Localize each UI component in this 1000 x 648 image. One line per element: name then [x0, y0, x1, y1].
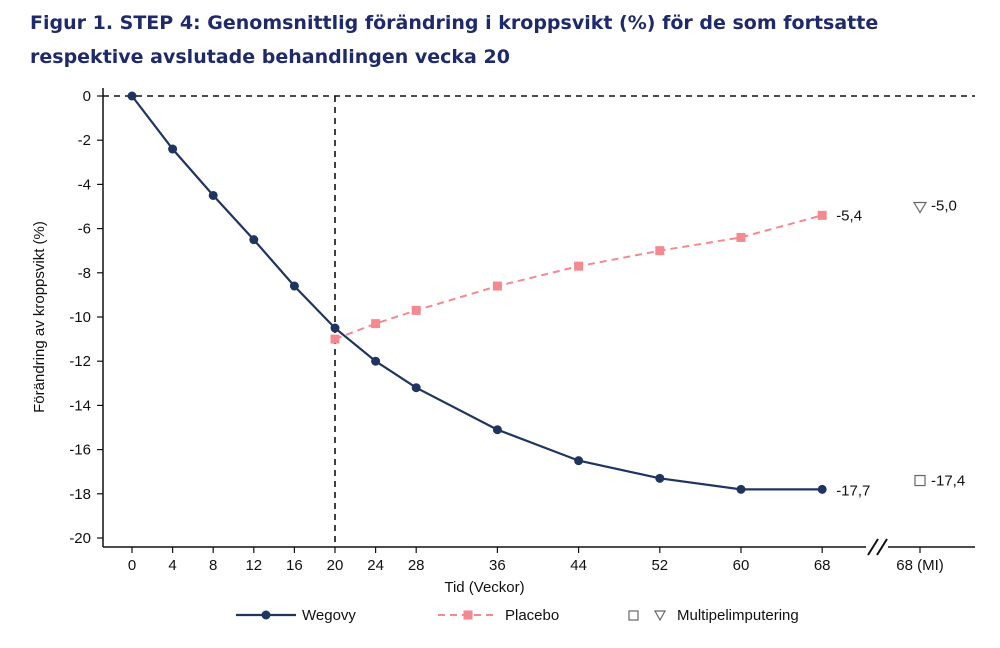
x-tick-label: 60: [733, 557, 750, 574]
wegovy-point: [168, 144, 178, 154]
x-tick-label: 36: [489, 557, 506, 574]
x-tick-label: 8: [209, 557, 217, 574]
wegovy-point: [249, 235, 259, 245]
legend-wegovy-label: Wegovy: [302, 607, 356, 624]
reference-lines: [103, 95, 975, 547]
wegovy-point: [411, 383, 421, 393]
y-tick-label: -10: [69, 309, 91, 326]
wegovy-point: [289, 281, 299, 291]
x-tick-label: 44: [570, 557, 587, 574]
wegovy-mi-label: -17,4: [931, 473, 965, 490]
wegovy-point: [492, 425, 502, 435]
y-tick-label: -20: [69, 530, 91, 547]
legend-wegovy-marker: [261, 610, 271, 620]
legend-mi-square-marker: [628, 610, 639, 621]
placebo-mi-label: -5,0: [931, 198, 957, 215]
wegovy-point: [208, 190, 218, 200]
wegovy-point: [127, 91, 137, 101]
y-tick-label: -18: [69, 486, 91, 503]
legend-mi-triangle-marker: [653, 610, 667, 622]
x-axis-title: Tid (Veckor): [444, 579, 524, 596]
y-tick-label: -12: [69, 353, 91, 370]
y-tick-label: -14: [69, 397, 91, 414]
y-tick-label: -16: [69, 442, 91, 459]
x-tick-label: 4: [168, 557, 176, 574]
x-tick-label: 68: [814, 557, 831, 574]
x-tick-label: 52: [651, 557, 668, 574]
placebo-point: [411, 305, 421, 315]
x-tick-label: 12: [245, 557, 262, 574]
placebo-end-label: -5,4: [836, 207, 862, 224]
axis-break-mark: [876, 538, 888, 556]
y-tick-label: -4: [78, 176, 91, 193]
x-tick-label: 28: [408, 557, 425, 574]
y-tick-label: -6: [78, 221, 91, 238]
placebo-point: [371, 319, 381, 329]
y-tick-label: 0: [83, 88, 91, 105]
wegovy-point: [574, 456, 584, 466]
wegovy-point: [330, 323, 340, 333]
placebo-point: [330, 334, 340, 344]
wegovy-point: [817, 484, 827, 494]
placebo-point: [574, 261, 584, 271]
wegovy-point: [655, 473, 665, 483]
axes: 0 -2 -4 -6 -8 -10 -12 -14 -16 -18 -20 0 4 8 12 16 20 24 28…: [31, 88, 975, 596]
legend-placebo-label: Placebo: [505, 607, 559, 624]
legend-mi-label: Multipelimputering: [677, 607, 799, 624]
legend: Wegovy Placebo Multipelimputering: [236, 607, 799, 624]
placebo-point: [736, 232, 746, 242]
wegovy-point: [736, 484, 746, 494]
series-lines: [131, 95, 823, 491]
y-tick-label: -8: [78, 265, 91, 282]
data-points: [127, 91, 928, 494]
legend-placebo-marker: [463, 610, 473, 620]
y-tick-label: -2: [78, 132, 91, 149]
placebo-point: [492, 281, 502, 291]
x-tick-label-mi: 68 (MI): [896, 557, 944, 574]
placebo-point: [655, 246, 665, 256]
axis-break-mark: [867, 538, 879, 556]
x-tick-label: 24: [367, 557, 384, 574]
wegovy-end-label: -17,7: [836, 482, 870, 499]
end-labels: -17,7 -5,4 -17,4 -5,0: [836, 198, 965, 500]
x-tick-label: 20: [327, 557, 344, 574]
wegovy-mi-marker: [914, 474, 926, 487]
y-axis-title: Förändring av kroppsvikt (%): [31, 221, 48, 413]
x-tick-label: 0: [128, 557, 136, 574]
placebo-line: [334, 214, 823, 341]
chart-title: Figur 1. STEP 4: Genomsnittlig förändrin…: [30, 12, 879, 68]
x-tick-label: 16: [286, 557, 303, 574]
placebo-mi-marker: [912, 201, 928, 214]
wegovy-point: [371, 356, 381, 366]
placebo-point: [817, 210, 827, 220]
